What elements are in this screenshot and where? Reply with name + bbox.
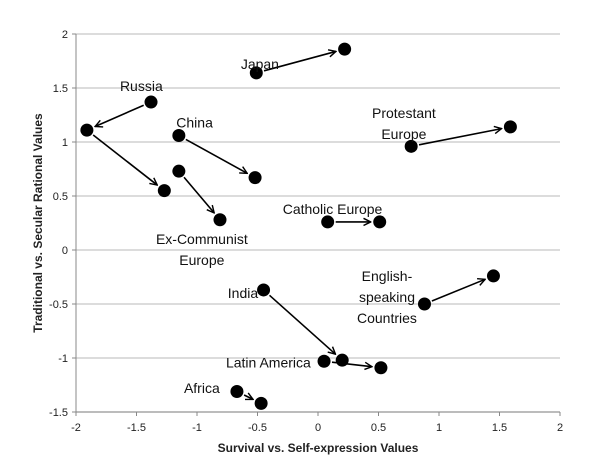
group-label: India	[228, 285, 259, 301]
y-tick-label: -1.5	[49, 407, 68, 419]
group-label: speaking	[359, 289, 415, 305]
arrow	[268, 294, 336, 354]
data-point	[172, 129, 186, 143]
axes: 21.510.50-0.5-1-1.5-2 -1.5 -1 -0.5 0 0.5 1 1.5 2	[49, 29, 563, 434]
group-label: Ex-Communist	[156, 231, 248, 247]
y-tick-label: -1	[58, 353, 68, 365]
data-point	[317, 354, 331, 368]
gridlines	[76, 33, 560, 413]
group-label: Catholic Europe	[283, 201, 383, 217]
data-points	[80, 42, 517, 410]
group-label: Protestant	[372, 105, 436, 121]
arrow	[185, 138, 247, 173]
data-point	[338, 42, 352, 56]
y-tick-label: 1.5	[53, 83, 68, 95]
data-point	[417, 297, 431, 311]
arrow	[431, 279, 485, 302]
x-tick-label: 2	[557, 422, 563, 434]
x-tick-label: 1	[436, 422, 442, 434]
x-tick-label: -1	[192, 422, 202, 434]
data-point	[144, 95, 158, 109]
data-point	[257, 283, 271, 297]
group-label: China	[176, 115, 213, 131]
group-label: Europe	[381, 126, 426, 142]
data-point	[404, 139, 418, 153]
arrow	[183, 176, 214, 213]
arrow	[92, 134, 157, 185]
y-tick-label: -0.5	[49, 299, 68, 311]
y-tick-label: 0	[62, 245, 68, 257]
arrow	[243, 395, 253, 399]
data-point	[248, 171, 262, 185]
x-tick-label: 0	[315, 422, 321, 434]
y-tick-label: 1	[62, 137, 68, 149]
group-labels: Japan Russia China Ex-Communist Europe Cathol…	[120, 56, 436, 396]
data-point	[230, 384, 244, 398]
x-tick-label: -0.5	[248, 422, 267, 434]
arrow	[418, 129, 502, 146]
data-point	[172, 164, 186, 178]
group-label: Africa	[184, 380, 220, 396]
data-point	[335, 353, 349, 367]
data-point	[374, 361, 388, 375]
arrow	[95, 104, 145, 126]
group-label: Russia	[120, 78, 163, 94]
y-tick-label: 0.5	[53, 191, 68, 203]
x-axis-title: Survival vs. Self-expression Values	[218, 441, 419, 455]
group-label: Europe	[179, 252, 224, 268]
x-tick-label: -1.5	[127, 422, 146, 434]
x-tick-label: 1.5	[492, 422, 507, 434]
data-point	[373, 215, 387, 229]
group-label: Latin America	[226, 354, 311, 370]
group-label: English-	[362, 268, 413, 284]
x-tick-label: 0.5	[371, 422, 386, 434]
data-point	[249, 66, 263, 80]
group-label: Countries	[357, 310, 417, 326]
y-axis-title: Traditional vs. Secular Rational Values	[31, 113, 45, 333]
x-tick-label: -2	[71, 422, 81, 434]
group-label: Japan	[241, 56, 279, 72]
data-point	[486, 269, 500, 283]
data-point	[157, 184, 171, 198]
data-point	[80, 123, 94, 137]
data-point	[321, 215, 335, 229]
y-tick-label: 2	[62, 29, 68, 41]
data-point	[503, 120, 517, 134]
arrows	[92, 51, 502, 399]
data-point	[254, 396, 268, 410]
arrow	[263, 51, 336, 72]
data-point	[213, 213, 227, 227]
